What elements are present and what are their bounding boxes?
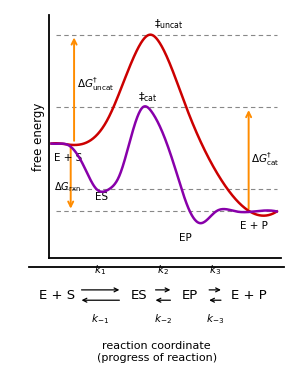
Text: $k_{-1}$: $k_{-1}$	[91, 313, 110, 327]
Text: $\ddagger_{\mathrm{cat}}$: $\ddagger_{\mathrm{cat}}$	[138, 90, 158, 104]
Text: $k_{-3}$: $k_{-3}$	[206, 313, 224, 327]
Text: $\Delta G^{\dagger}_{\mathrm{uncat}}$: $\Delta G^{\dagger}_{\mathrm{uncat}}$	[77, 76, 115, 93]
Text: $\ddagger_{\mathrm{uncat}}$: $\ddagger_{\mathrm{uncat}}$	[154, 17, 184, 31]
Text: ES: ES	[131, 289, 148, 301]
Text: E + S: E + S	[54, 153, 82, 163]
Text: EP: EP	[179, 232, 192, 242]
Text: $k_{-2}$: $k_{-2}$	[154, 313, 172, 327]
Text: $k_1$: $k_1$	[95, 264, 106, 277]
Text: $\Delta G^{\dagger}_{\mathrm{cat}}$: $\Delta G^{\dagger}_{\mathrm{cat}}$	[251, 151, 279, 168]
Text: reaction coordinate
(progress of reaction): reaction coordinate (progress of reactio…	[97, 341, 217, 363]
Text: $\Delta G_{\mathrm{rxn}}$: $\Delta G_{\mathrm{rxn}}$	[54, 180, 81, 194]
Y-axis label: free energy: free energy	[32, 102, 45, 171]
Text: E + S: E + S	[39, 289, 75, 301]
Text: E + P: E + P	[240, 221, 267, 231]
Text: ES: ES	[95, 192, 108, 201]
Text: EP: EP	[182, 289, 198, 301]
Text: E + P: E + P	[231, 289, 266, 301]
Text: $k_3$: $k_3$	[209, 264, 221, 277]
Text: $k_2$: $k_2$	[157, 264, 169, 277]
